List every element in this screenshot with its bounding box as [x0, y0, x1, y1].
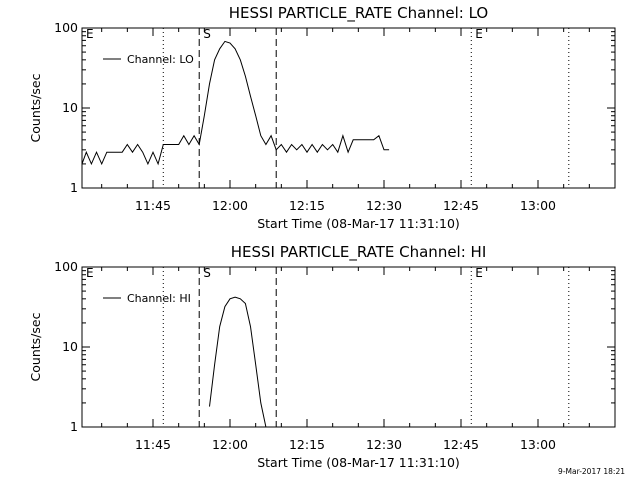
series-line: [209, 296, 267, 428]
marker-label: E: [475, 266, 483, 280]
marker-label: E: [475, 27, 483, 41]
chart-title: HESSI PARTICLE_RATE Channel: LO: [229, 4, 488, 23]
marker-label: E: [86, 27, 94, 41]
legend-label: Channel: HI: [127, 292, 191, 305]
x-tick-label: 12:00: [212, 437, 248, 452]
marker-label: S: [203, 27, 211, 41]
x-tick-label: 12:30: [366, 198, 402, 213]
y-axis-label: Counts/sec: [28, 73, 43, 142]
plot-frame: [81, 266, 616, 428]
x-tick-label: 12:15: [289, 198, 325, 213]
legend-label: Channel: LO: [127, 53, 194, 66]
marker-label: S: [203, 266, 211, 280]
x-tick-label: 11:45: [135, 437, 171, 452]
x-axis-label: Start Time (08-Mar-17 11:31:10): [257, 455, 460, 470]
y-tick-label: 100: [54, 20, 78, 35]
x-tick-label: 13:00: [520, 198, 556, 213]
x-tick-label: 12:45: [443, 437, 479, 452]
series-line: [81, 40, 390, 166]
x-tick-label: 12:15: [289, 437, 325, 452]
chart-panel-hi: HESSI PARTICLE_RATE Channel: HI Start Ti…: [28, 243, 616, 470]
y-tick-label: 10: [62, 100, 78, 115]
x-axis-label: Start Time (08-Mar-17 11:31:10): [257, 216, 460, 231]
x-tick-label: 11:45: [135, 198, 171, 213]
x-tick-label: 12:30: [366, 437, 402, 452]
chart-title: HESSI PARTICLE_RATE Channel: HI: [231, 243, 487, 262]
x-tick-label: 12:00: [212, 198, 248, 213]
y-tick-label: 1: [70, 180, 78, 195]
marker-label: E: [86, 266, 94, 280]
y-tick-label: 10: [62, 339, 78, 354]
y-axis-label: Counts/sec: [28, 312, 43, 381]
chart-panel-lo: HESSI PARTICLE_RATE Channel: LO Start Ti…: [28, 4, 616, 231]
y-tick-label: 100: [54, 259, 78, 274]
plot-frame: [81, 27, 616, 189]
footer-timestamp: 9-Mar-2017 18:21: [558, 467, 625, 476]
y-tick-label: 1: [70, 419, 78, 434]
x-tick-label: 13:00: [520, 437, 556, 452]
x-tick-label: 12:45: [443, 198, 479, 213]
